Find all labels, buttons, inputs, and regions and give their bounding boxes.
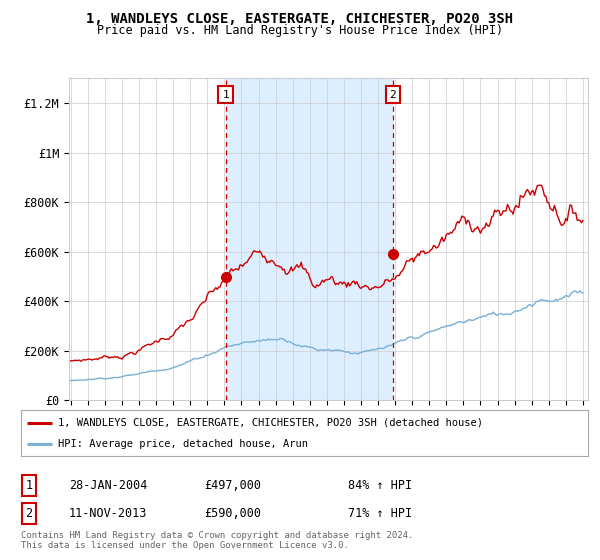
Text: Price paid vs. HM Land Registry's House Price Index (HPI): Price paid vs. HM Land Registry's House … (97, 24, 503, 37)
Text: £497,000: £497,000 (204, 479, 261, 492)
Bar (226, 78, 393, 400)
Text: 1: 1 (223, 90, 229, 100)
Text: 2: 2 (25, 507, 32, 520)
Text: 28-JAN-2004: 28-JAN-2004 (69, 479, 148, 492)
Text: HPI: Average price, detached house, Arun: HPI: Average price, detached house, Arun (58, 439, 308, 449)
Text: 1, WANDLEYS CLOSE, EASTERGATE, CHICHESTER, PO20 3SH: 1, WANDLEYS CLOSE, EASTERGATE, CHICHESTE… (86, 12, 514, 26)
Text: Contains HM Land Registry data © Crown copyright and database right 2024.
This d: Contains HM Land Registry data © Crown c… (21, 530, 413, 550)
Text: 1: 1 (25, 479, 32, 492)
Text: 11-NOV-2013: 11-NOV-2013 (69, 507, 148, 520)
Text: 71% ↑ HPI: 71% ↑ HPI (348, 507, 412, 520)
Text: £590,000: £590,000 (204, 507, 261, 520)
Text: 1, WANDLEYS CLOSE, EASTERGATE, CHICHESTER, PO20 3SH (detached house): 1, WANDLEYS CLOSE, EASTERGATE, CHICHESTE… (58, 418, 483, 428)
Text: 84% ↑ HPI: 84% ↑ HPI (348, 479, 412, 492)
Text: 2: 2 (389, 90, 396, 100)
